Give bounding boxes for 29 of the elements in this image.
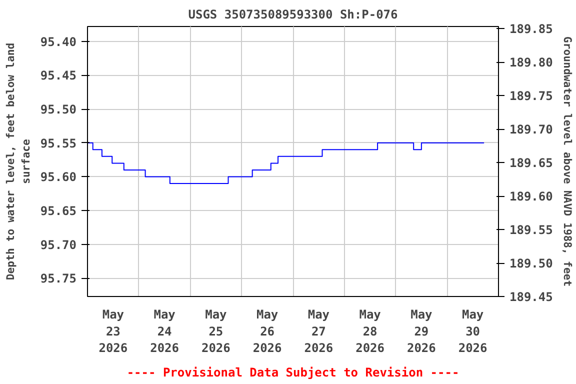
x-tick-label: May 30 2026 [458, 308, 488, 356]
y-tick-label: 95.40 [40, 34, 76, 49]
y2-tick-label: 189.55 [510, 223, 553, 237]
y-tick-label: 95.60 [40, 170, 76, 184]
y-tick-label: 95.70 [40, 238, 76, 252]
y-tick-label: 95.75 [40, 272, 76, 286]
x-tick-label: May 25 2026 [201, 308, 230, 356]
x-tick-label: May 29 2026 [406, 308, 436, 356]
y2-tick-label: 189.80 [510, 56, 553, 70]
y2-tick-label: 189.50 [510, 256, 553, 270]
x-tick-label: May 23 2026 [98, 308, 128, 356]
y-tick-label: 95.65 [40, 204, 76, 218]
y2-tick-label: 189.75 [510, 89, 553, 104]
x-tick-label: May 27 2026 [304, 308, 334, 356]
y2-tick-label: 189.65 [510, 156, 553, 170]
y2-tick-label: 189.85 [510, 22, 553, 36]
y2-axis-title: Groundwater level above NAVD 1988, feet [560, 36, 574, 287]
y-tick-label: 95.50 [40, 102, 76, 117]
y2-tick-label: 189.70 [510, 122, 553, 137]
y-tick-label: 95.45 [40, 68, 76, 83]
chart-title: USGS 350735089593300 Sh:P-076 [188, 8, 398, 22]
x-tick-label: May 28 2026 [356, 308, 385, 356]
y-tick-label: 95.55 [40, 136, 76, 150]
x-tick-label: May 26 2026 [252, 308, 282, 356]
x-tick-label: May 24 2026 [150, 308, 180, 356]
y2-tick-label: 189.45 [510, 290, 553, 304]
text: ---- Provisional Data Subject to Revision ---- [126, 366, 460, 380]
y-axis-title: Depth to water level, feet below land surface [4, 42, 32, 280]
y2-tick-label: 189.60 [510, 190, 553, 204]
